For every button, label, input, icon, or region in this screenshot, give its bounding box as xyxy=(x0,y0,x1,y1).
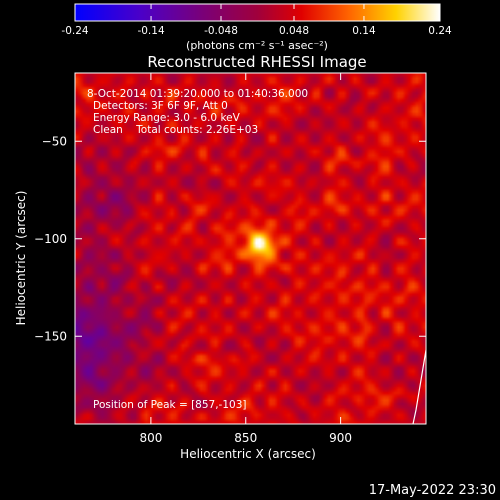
heatmap-raster xyxy=(75,73,426,424)
heatmap-image xyxy=(75,73,426,424)
annotation-peak-position: Position of Peak = [857,-103] xyxy=(93,399,247,411)
colorbar-tick-label: 0.14 xyxy=(352,25,376,37)
colorbar xyxy=(74,3,441,22)
x-axis-label: Heliocentric X (arcsec) xyxy=(180,447,316,461)
annotation-energy-range: Energy Range: 3.0 - 6.0 keV xyxy=(93,112,241,124)
colorbar-tick-label: 0.048 xyxy=(279,25,309,37)
colorbar-tick-label: -0.048 xyxy=(204,25,238,37)
chart-title: Reconstructed RHESSI Image xyxy=(147,53,366,71)
annotation-clean-total-counts: Clean Total counts: 2.26E+03 xyxy=(93,124,258,136)
x-tick-label: 850 xyxy=(234,431,257,445)
plot-frame xyxy=(74,72,427,425)
y-tick-label: −50 xyxy=(42,134,67,148)
colorbar-tick-label: -0.24 xyxy=(61,25,88,37)
footer-date: 17-May-2022 23:30 xyxy=(369,483,496,498)
colorbar-tick-label: 0.24 xyxy=(428,25,452,37)
solar-limb-line xyxy=(412,349,426,424)
colorbar-ticks: -0.24 -0.14 -0.048 0.048 0.14 0.24 xyxy=(61,4,452,37)
x-tick-label: 800 xyxy=(139,431,162,445)
x-tick-label: 900 xyxy=(329,431,352,445)
y-axis-label: Heliocentric Y (arcsec) xyxy=(14,191,28,326)
annotation-detectors: Detectors: 3F 6F 9F, Att 0 xyxy=(93,100,228,112)
colorbar-tick-label: -0.14 xyxy=(137,25,164,37)
y-tick-label: −100 xyxy=(34,232,67,246)
axis-ticks: 800 850 900 −50 −100 −150 xyxy=(34,73,426,445)
annotation-time-range: 8-Oct-2014 01:39:20.000 to 01:40:36.000 xyxy=(87,88,308,100)
colorbar-unit-label: (photons cm⁻² s⁻¹ asec⁻²) xyxy=(186,39,328,52)
y-tick-label: −150 xyxy=(34,329,67,343)
